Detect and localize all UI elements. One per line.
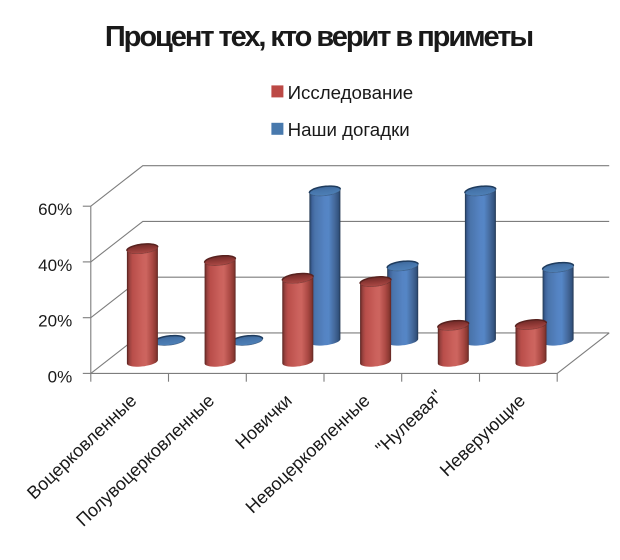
svg-text:Процент тех, кто верит в приме: Процент тех, кто верит в приметы — [105, 21, 532, 53]
svg-text:20%: 20% — [38, 312, 72, 331]
svg-text:Наши догадки: Наши догадки — [288, 119, 410, 140]
svg-text:0%: 0% — [48, 367, 73, 386]
svg-text:Исследование: Исследование — [288, 82, 414, 103]
svg-text:60%: 60% — [38, 200, 72, 219]
svg-text:40%: 40% — [38, 256, 72, 275]
